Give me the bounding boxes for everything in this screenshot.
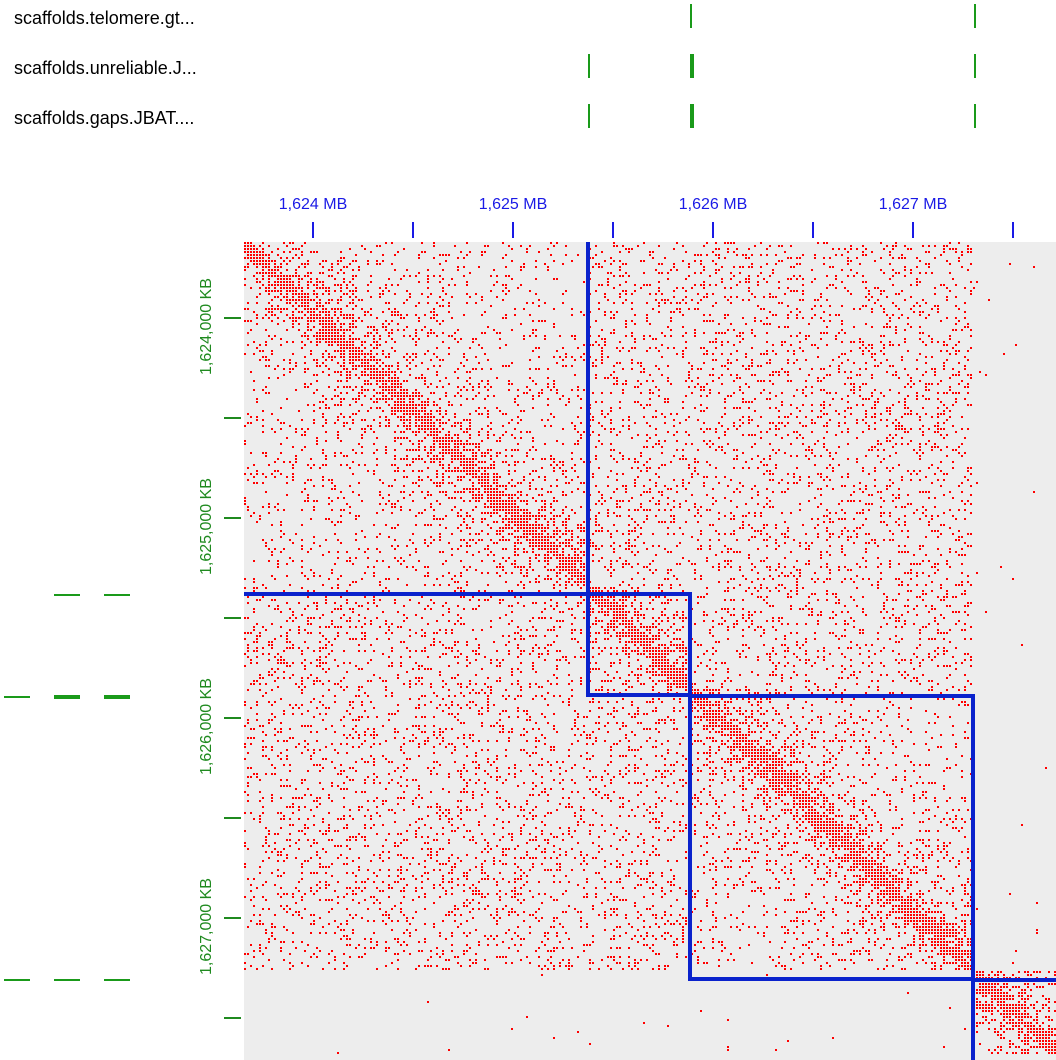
scaffold-borders xyxy=(244,242,1056,1060)
scaffold-border-2 xyxy=(586,592,692,697)
x-tick-label: 1,624 MB xyxy=(278,196,348,213)
track-feature xyxy=(588,104,590,128)
track-feature xyxy=(54,695,80,699)
track-feature xyxy=(690,54,694,78)
gaps-track xyxy=(588,104,976,128)
x-axis-ticks xyxy=(312,222,1014,238)
track-feature xyxy=(974,54,976,78)
scaffold-border-3 xyxy=(688,694,975,981)
track-label-unreliable[interactable]: scaffolds.unreliable.J... xyxy=(14,58,197,78)
telomere-track xyxy=(690,4,976,28)
unreliable-track xyxy=(588,54,976,78)
track-feature xyxy=(588,54,590,78)
left-track-features xyxy=(4,594,130,981)
x-tick-label: 1,625 MB xyxy=(478,196,548,213)
track-feature xyxy=(974,104,976,128)
track-feature xyxy=(104,979,130,981)
x-tick-label: 1,626 MB xyxy=(678,196,748,213)
contact-cells xyxy=(244,242,1056,1054)
contact-heatmap xyxy=(244,242,1056,1054)
track-feature xyxy=(54,979,80,981)
track-feature xyxy=(104,695,130,699)
track-label-gaps[interactable]: scaffolds.gaps.JBAT.... xyxy=(14,108,195,128)
x-tick-label: 1,627 MB xyxy=(878,196,948,213)
track-feature xyxy=(690,104,694,128)
track-label-telomere[interactable]: scaffolds.telomere.gt... xyxy=(14,8,195,28)
track-feature xyxy=(4,696,30,698)
track-feature xyxy=(4,979,30,981)
track-feature xyxy=(690,4,692,28)
y-axis-ticks xyxy=(224,317,241,1019)
track-feature xyxy=(104,594,130,596)
track-feature xyxy=(54,594,80,596)
scaffold-border-4 xyxy=(971,978,1056,1060)
track-feature xyxy=(974,4,976,28)
